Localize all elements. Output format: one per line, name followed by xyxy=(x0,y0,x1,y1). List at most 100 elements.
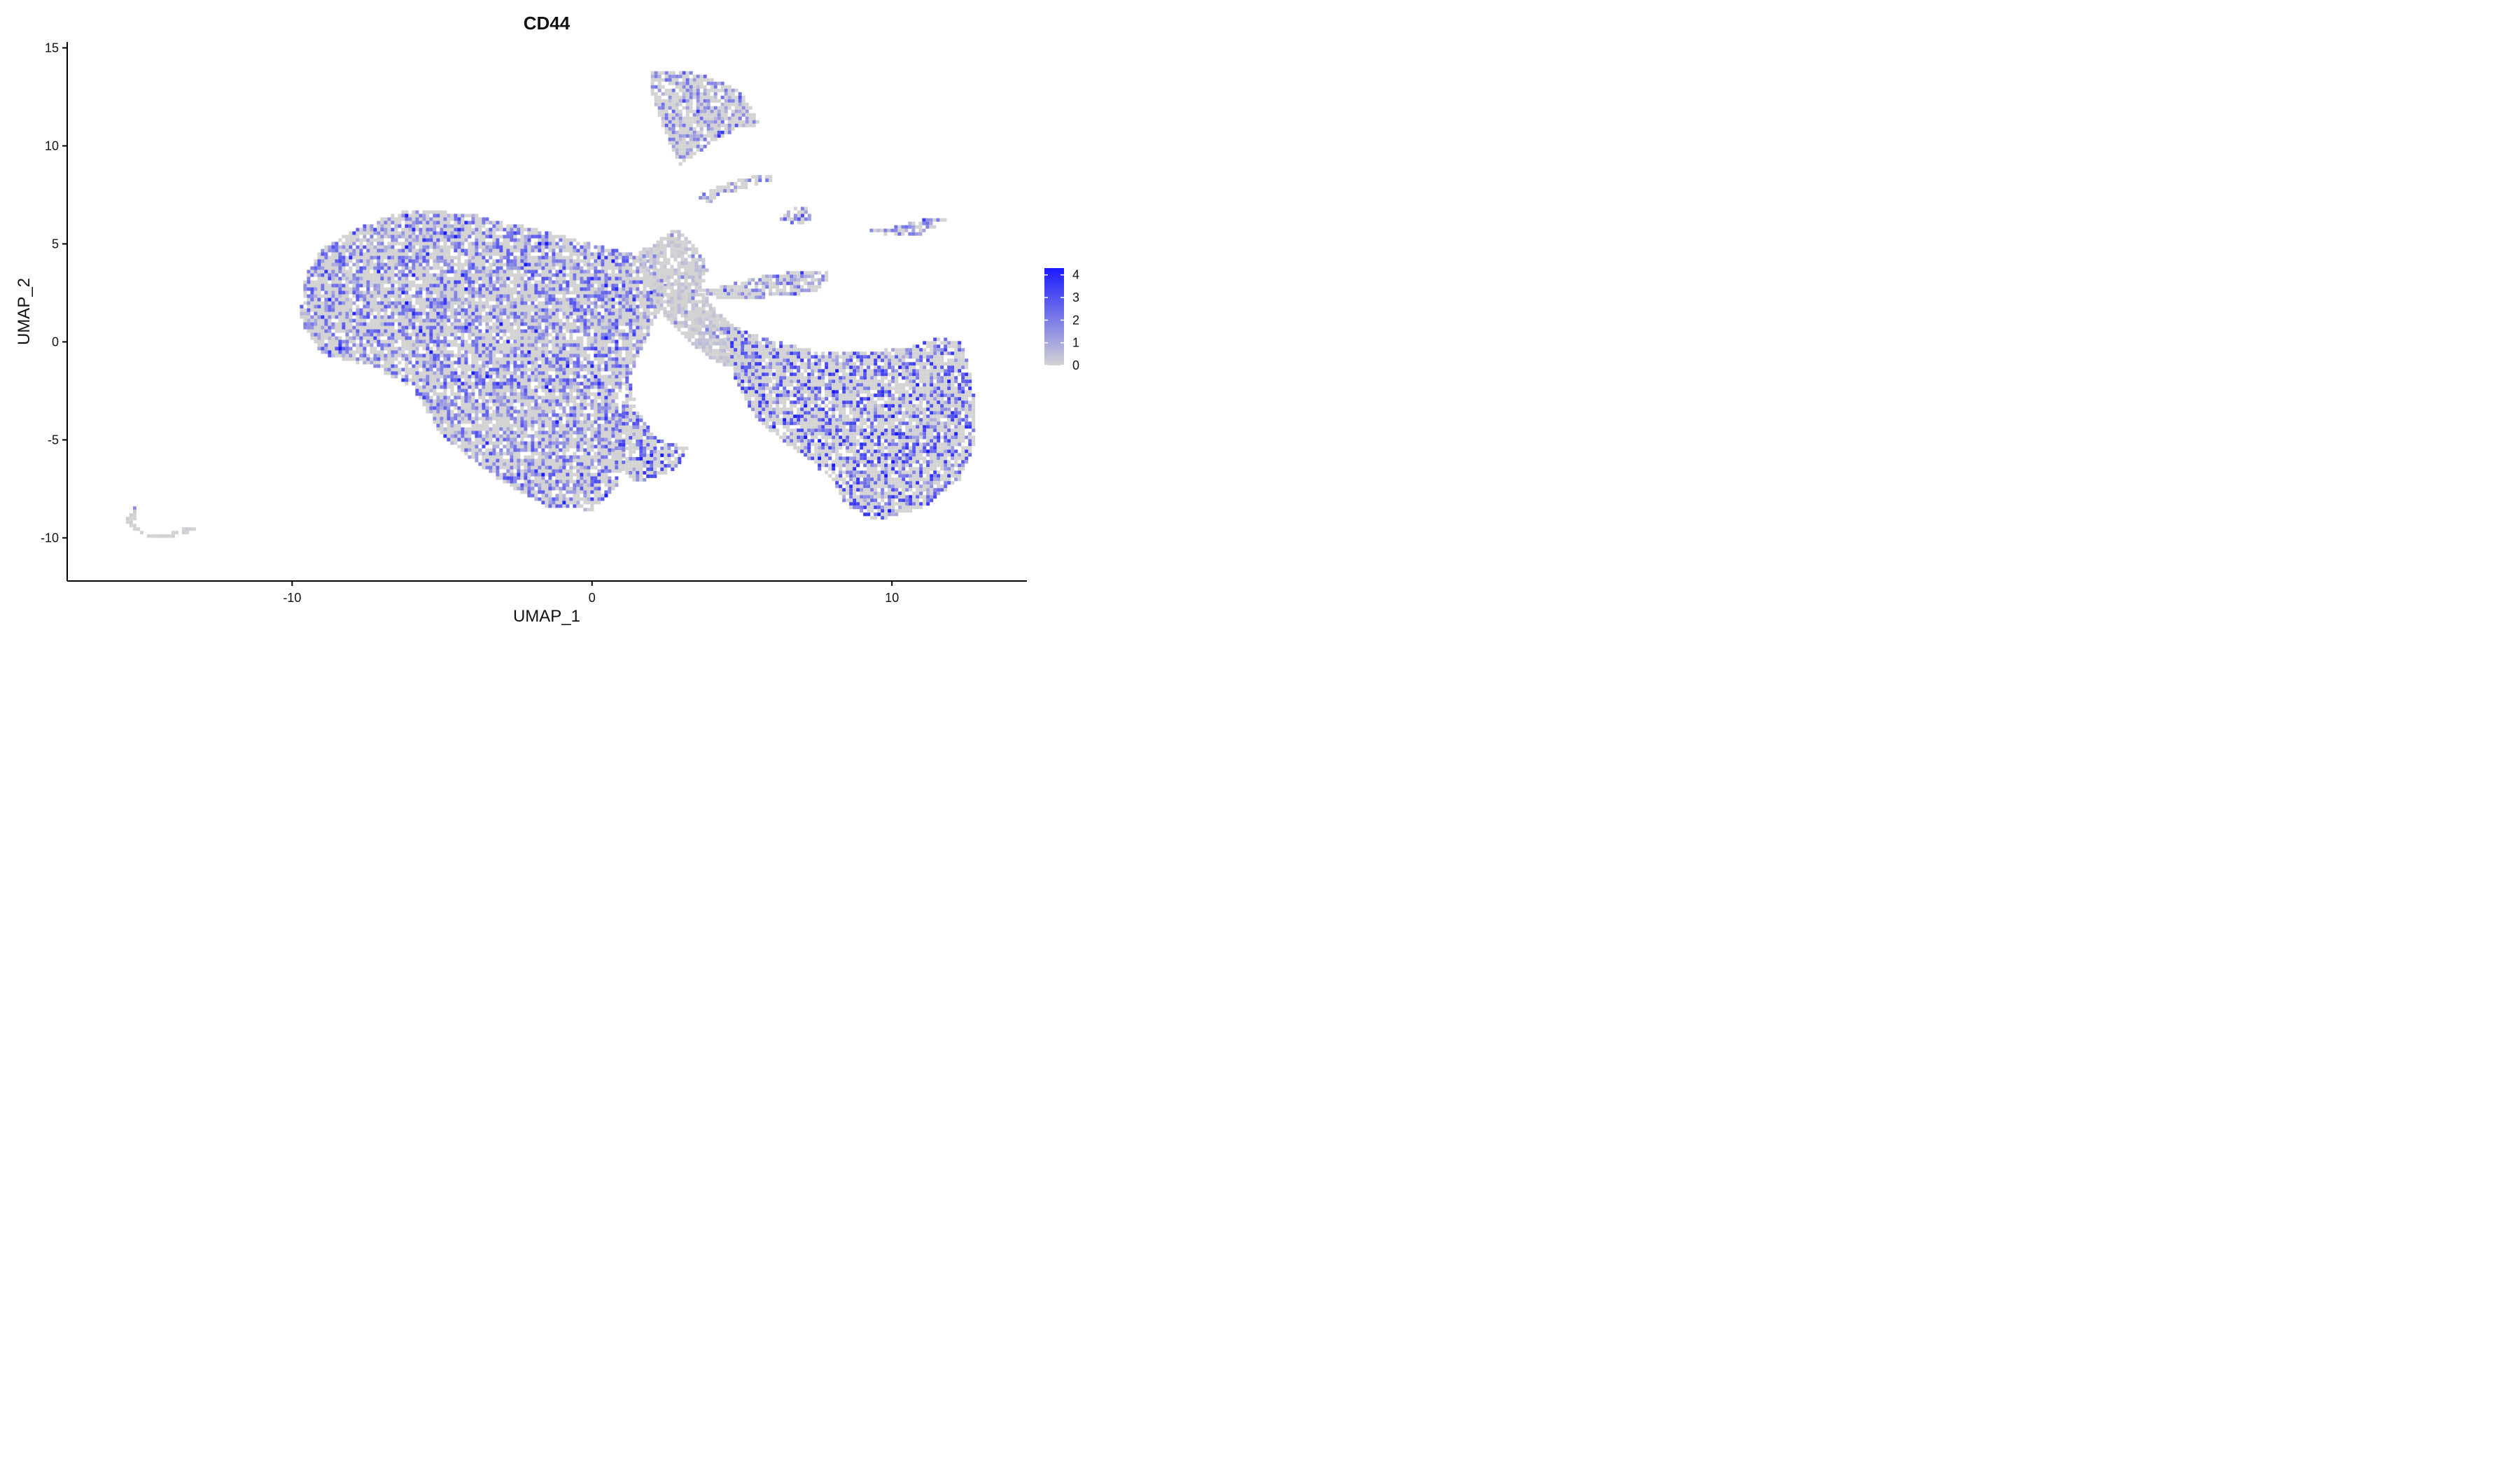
cell-point xyxy=(401,290,405,295)
cell-point xyxy=(534,322,538,326)
cell-point xyxy=(608,410,612,414)
cell-point xyxy=(632,312,636,316)
cell-point xyxy=(576,385,580,389)
cell-point xyxy=(622,340,626,344)
cell-point xyxy=(377,248,381,253)
cell-point xyxy=(615,326,619,330)
cell-point xyxy=(538,465,542,470)
cell-point xyxy=(419,308,423,312)
cell-point xyxy=(464,374,468,379)
cell-point xyxy=(517,357,521,361)
cell-point xyxy=(604,273,608,277)
cell-point xyxy=(475,276,479,281)
cell-point xyxy=(559,326,563,330)
cell-point xyxy=(555,298,559,302)
cell-point xyxy=(573,430,577,435)
cell-point xyxy=(303,280,307,284)
cell-point xyxy=(590,413,594,417)
cell-point xyxy=(478,276,482,281)
cell-point xyxy=(499,273,503,277)
cell-point xyxy=(562,504,566,508)
cell-point xyxy=(335,354,339,358)
cell-point xyxy=(478,424,482,428)
cell-point xyxy=(499,336,503,340)
cell-point xyxy=(482,410,486,414)
cell-point xyxy=(485,455,489,459)
cell-point xyxy=(583,427,587,431)
cell-point xyxy=(555,413,559,417)
cell-point xyxy=(419,287,423,291)
cell-point xyxy=(541,388,545,393)
cell-point xyxy=(335,301,339,305)
cell-point xyxy=(594,340,598,344)
cell-point xyxy=(597,315,601,319)
cell-point xyxy=(496,374,500,379)
cell-point xyxy=(611,255,615,260)
cell-point xyxy=(597,438,601,442)
cell-point xyxy=(590,465,594,470)
cell-point xyxy=(447,252,451,256)
cell-point xyxy=(464,434,468,438)
cell-point xyxy=(559,346,563,351)
cell-point xyxy=(569,273,573,277)
cell-point xyxy=(426,396,430,400)
cell-point xyxy=(475,262,479,267)
cell-point xyxy=(520,290,524,295)
cell-point xyxy=(335,280,339,284)
cell-point xyxy=(510,392,514,396)
cell-point xyxy=(475,420,479,424)
cell-point xyxy=(520,241,524,246)
cell-point xyxy=(436,259,440,263)
cell-point xyxy=(398,329,402,333)
cell-point xyxy=(436,346,440,351)
cell-point xyxy=(394,308,398,312)
cell-point xyxy=(576,248,580,253)
cell-point xyxy=(359,280,363,284)
cell-point xyxy=(510,402,514,407)
cell-point xyxy=(608,427,612,431)
cell-point xyxy=(559,493,563,498)
cell-point xyxy=(415,329,419,333)
cell-point xyxy=(618,276,622,281)
cell-point xyxy=(496,301,500,305)
cell-point xyxy=(345,340,349,344)
cell-point xyxy=(534,343,538,347)
cell-point xyxy=(601,448,605,452)
cell-point xyxy=(541,238,545,242)
cell-point xyxy=(517,343,521,347)
cell-point xyxy=(373,255,377,260)
cell-point xyxy=(576,504,580,508)
cell-point xyxy=(310,270,314,274)
cell-point xyxy=(555,241,559,246)
cell-point xyxy=(527,315,531,319)
cell-point xyxy=(524,396,528,400)
cell-point xyxy=(450,329,454,333)
cell-point xyxy=(457,364,461,368)
cell-point xyxy=(590,284,594,288)
cell-point xyxy=(426,217,430,221)
cell-point xyxy=(405,308,409,312)
cell-point xyxy=(380,304,384,309)
cell-point xyxy=(380,238,384,242)
cell-point xyxy=(359,227,363,232)
cell-point xyxy=(314,301,318,305)
cell-point xyxy=(475,227,479,232)
cell-point xyxy=(464,420,468,424)
cell-point xyxy=(629,290,633,295)
cell-point xyxy=(440,301,444,305)
cell-point xyxy=(482,438,486,442)
cell-point xyxy=(363,227,367,232)
cell-point xyxy=(359,298,363,302)
cell-point xyxy=(618,385,622,389)
cell-point xyxy=(450,241,454,246)
cell-point xyxy=(534,287,538,291)
cell-point xyxy=(345,234,349,239)
cell-point xyxy=(377,245,381,249)
cell-point xyxy=(436,262,440,267)
cell-point xyxy=(587,396,591,400)
cell-point xyxy=(531,346,535,351)
cell-point xyxy=(471,382,475,386)
cell-point xyxy=(510,413,514,417)
cell-point xyxy=(601,385,605,389)
cell-point xyxy=(370,259,374,263)
